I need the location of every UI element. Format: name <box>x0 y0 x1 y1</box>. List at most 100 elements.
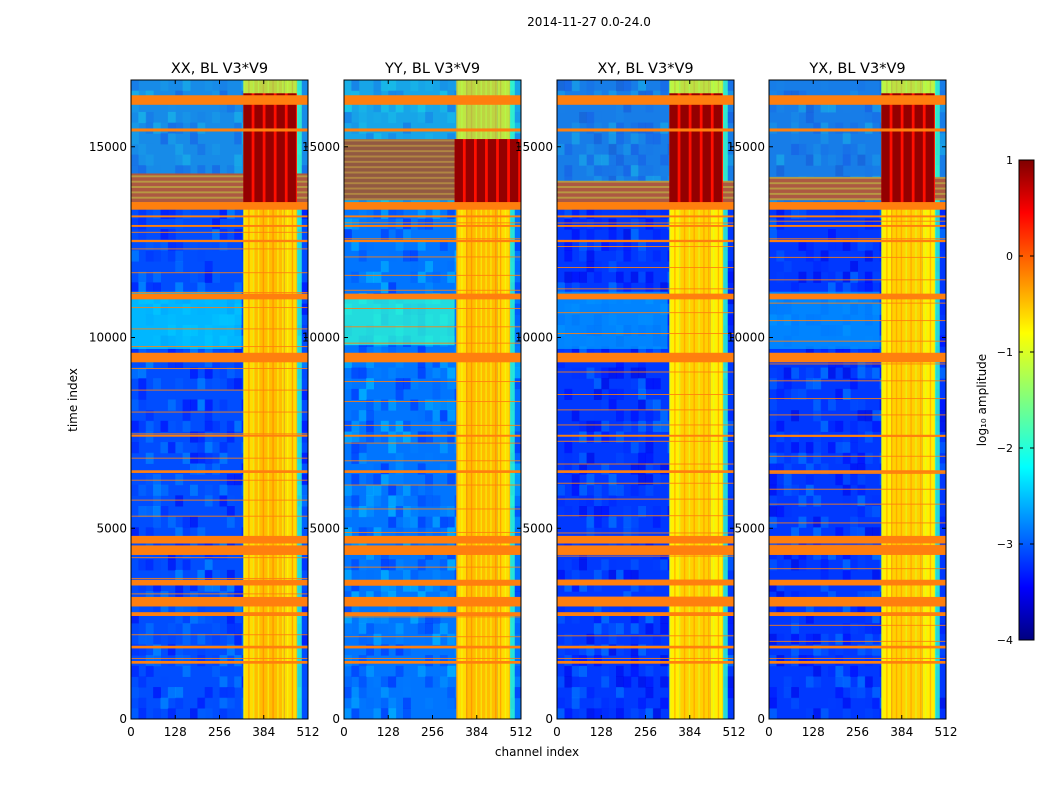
band-stripe <box>674 80 676 719</box>
noise-cell <box>579 495 587 507</box>
noise-cell <box>425 261 433 273</box>
noise-cell <box>395 229 404 241</box>
flagged-row <box>769 470 946 473</box>
hot-column <box>465 139 474 204</box>
noise-cell <box>138 356 147 369</box>
noise-cell <box>373 495 382 507</box>
flag-line <box>344 256 521 258</box>
noise-cell <box>864 271 873 283</box>
noise-cell <box>395 239 404 251</box>
noise-cell <box>616 676 624 688</box>
noise-cell <box>872 101 881 113</box>
noise-cell <box>219 484 228 496</box>
noise-cell <box>175 474 184 486</box>
noise-cell <box>138 111 147 124</box>
band-stripe <box>703 80 705 719</box>
noise-cell <box>513 601 521 613</box>
noise-cell <box>857 143 866 156</box>
hot-column <box>702 93 711 204</box>
noise-cell <box>432 612 441 624</box>
noise-cell <box>783 378 792 390</box>
flag-line <box>344 401 521 403</box>
noise-cell <box>358 665 367 677</box>
noise-cell <box>652 516 661 528</box>
noise-cell <box>850 271 858 283</box>
noise-cell <box>769 367 777 379</box>
noise-cell <box>938 442 946 454</box>
noise-cell <box>167 239 176 251</box>
noise-cell <box>630 644 639 656</box>
hot-column <box>925 93 934 204</box>
noise-cell <box>447 261 456 273</box>
x-tick-label: 256 <box>634 725 657 739</box>
noise-cell <box>417 111 426 124</box>
noise-cell <box>776 442 785 454</box>
noise-cell <box>212 516 220 528</box>
noise-cell <box>850 239 858 251</box>
noise-cell <box>776 165 785 177</box>
noise-cell <box>417 346 426 358</box>
noise-cell <box>623 80 632 92</box>
band-stripe <box>679 80 681 719</box>
noise-cell <box>131 346 139 358</box>
noise-cell <box>234 655 243 667</box>
flag-line <box>557 246 734 248</box>
noise-cell <box>864 537 873 550</box>
noise-cell <box>571 612 580 624</box>
noise-cell <box>358 239 367 251</box>
noise-cell <box>857 367 866 379</box>
y-tick-label: 0 <box>545 712 553 726</box>
noise-cell <box>439 580 448 592</box>
band-stripe <box>277 80 279 719</box>
hot-column <box>903 93 912 204</box>
noise-cell <box>645 580 654 592</box>
noise-cell <box>219 474 228 486</box>
noise-cell <box>417 367 426 379</box>
noise-cell <box>358 388 367 400</box>
noise-cell <box>623 239 632 251</box>
noise-cell <box>197 644 206 656</box>
noise-cell <box>820 80 829 92</box>
noise-cell <box>160 122 169 134</box>
noise-cell <box>630 133 639 145</box>
noise-cell <box>226 687 235 699</box>
noise-cell <box>388 708 397 719</box>
bright-row-stripe <box>344 144 521 147</box>
noise-cell <box>175 165 184 177</box>
noise-cell <box>638 154 646 166</box>
noise-cell <box>145 484 154 496</box>
noise-cell <box>623 516 632 528</box>
flag-line <box>344 381 521 383</box>
noise-cell <box>344 80 352 92</box>
noise-cell <box>813 527 822 539</box>
bright-row-stripe <box>344 160 521 163</box>
noise-cell <box>828 239 836 251</box>
noise-cell <box>638 356 646 369</box>
noise-cell <box>167 229 176 241</box>
noise-cell <box>820 346 829 358</box>
noise-cell <box>645 431 654 443</box>
noise-cell <box>608 367 617 379</box>
noise-cell <box>145 122 154 134</box>
noise-cell <box>167 250 176 262</box>
noise-cell <box>660 559 669 571</box>
noise-cell <box>380 569 389 582</box>
noise-cell <box>645 271 654 283</box>
noise-cell <box>608 165 617 177</box>
noise-cell <box>513 463 521 475</box>
noise-cell <box>835 676 844 688</box>
noise-cell <box>138 218 147 230</box>
flagged-row <box>344 535 521 544</box>
noise-cell <box>373 133 382 145</box>
noise-cell <box>864 282 873 294</box>
noise-cell <box>410 250 419 262</box>
hot-column <box>276 93 285 204</box>
noise-cell <box>850 559 858 571</box>
noise-cell <box>857 484 866 496</box>
heatmap-panels: XX, BL V3*V90 128 256 384 512050001000015000… <box>66 61 957 759</box>
panel-title: YY, BL V3*V9 <box>384 61 480 77</box>
noise-cell <box>145 250 154 262</box>
noise-cell <box>395 665 404 677</box>
noise-cell <box>366 378 374 390</box>
noise-cell <box>167 708 176 719</box>
